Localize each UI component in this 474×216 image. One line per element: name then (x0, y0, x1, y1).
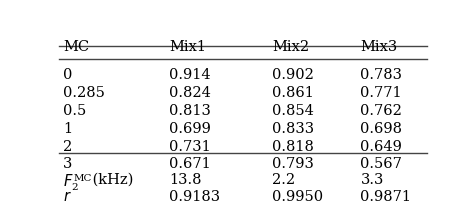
Text: 0.5: 0.5 (63, 104, 86, 118)
Text: 0.285: 0.285 (63, 86, 105, 100)
Text: Mix3: Mix3 (360, 40, 398, 54)
Text: 0.833: 0.833 (272, 122, 314, 136)
Text: 2.2: 2.2 (272, 173, 295, 187)
Text: 0.698: 0.698 (360, 122, 402, 136)
Text: (kHz): (kHz) (88, 173, 133, 187)
Text: 0.914: 0.914 (169, 68, 211, 82)
Text: Mix1: Mix1 (169, 40, 207, 54)
Text: 0.854: 0.854 (272, 104, 314, 118)
Text: MC: MC (63, 40, 89, 54)
Text: 0.818: 0.818 (272, 140, 314, 154)
Text: 0.699: 0.699 (169, 122, 211, 136)
Text: 0.783: 0.783 (360, 68, 402, 82)
Text: $\mathit{F}$: $\mathit{F}$ (63, 173, 73, 189)
Text: 0.813: 0.813 (169, 104, 211, 118)
Text: 2: 2 (63, 140, 72, 154)
Text: 0.671: 0.671 (169, 157, 211, 171)
Text: Mix2: Mix2 (272, 40, 310, 54)
Text: 0.902: 0.902 (272, 68, 314, 82)
Text: 0.567: 0.567 (360, 157, 402, 171)
Text: 0: 0 (63, 68, 73, 82)
Text: 0.861: 0.861 (272, 86, 314, 100)
Text: 3: 3 (63, 157, 73, 171)
Text: 3.3: 3.3 (360, 173, 384, 187)
Text: $\mathit{r}$: $\mathit{r}$ (63, 190, 72, 204)
Text: 0.731: 0.731 (169, 140, 211, 154)
Text: 0.9871: 0.9871 (360, 190, 411, 204)
Text: 0.649: 0.649 (360, 140, 402, 154)
Text: 13.8: 13.8 (169, 173, 202, 187)
Text: 2: 2 (72, 183, 78, 192)
Text: 0.824: 0.824 (169, 86, 211, 100)
Text: 0.9950: 0.9950 (272, 190, 323, 204)
Text: MC: MC (74, 174, 92, 183)
Text: 1: 1 (63, 122, 72, 136)
Text: 0.771: 0.771 (360, 86, 402, 100)
Text: 0.793: 0.793 (272, 157, 314, 171)
Text: 0.762: 0.762 (360, 104, 402, 118)
Text: 0.9183: 0.9183 (169, 190, 220, 204)
